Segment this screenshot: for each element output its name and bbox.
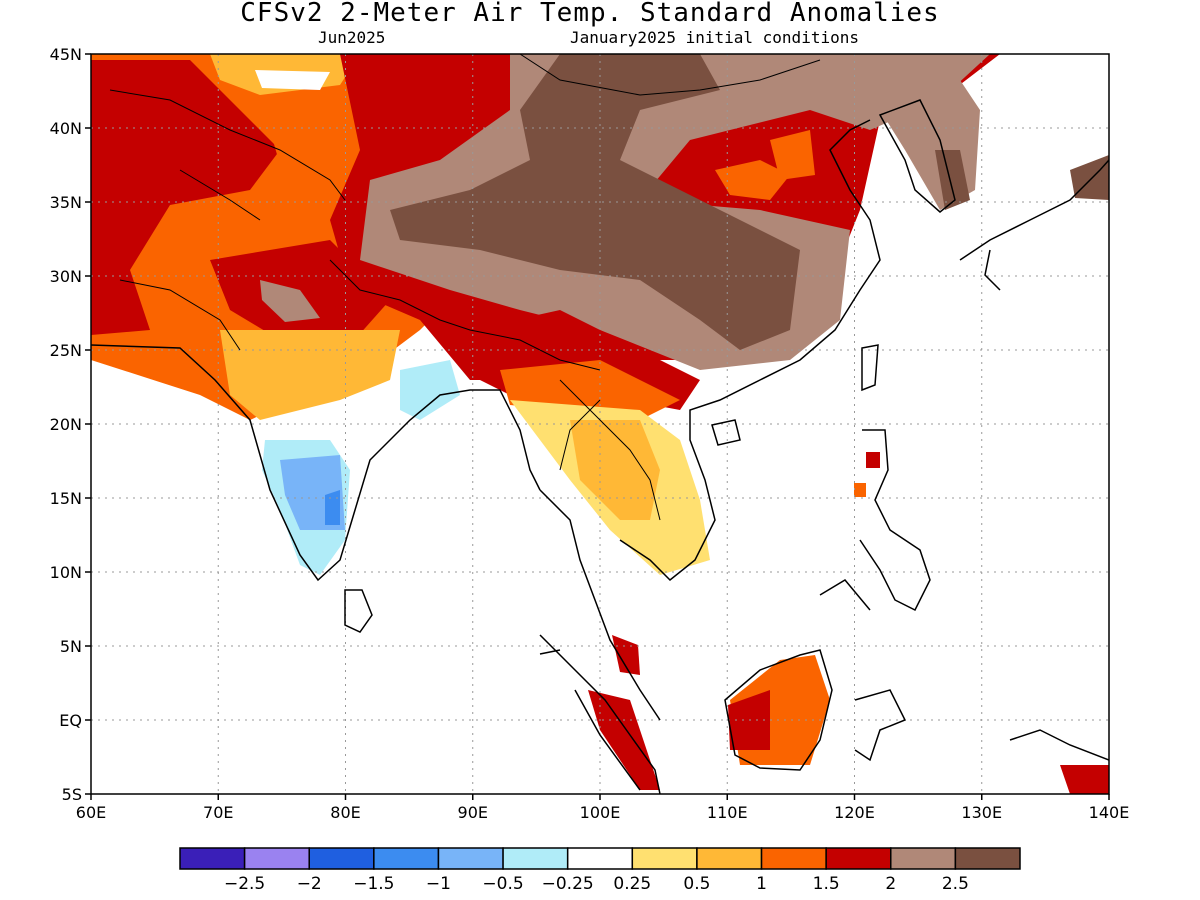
- colorbar-swatch: [760, 847, 827, 870]
- x-axis: 60E 70E 80E 90E 100E 110E 120E 130E 140E: [76, 794, 1130, 822]
- border-mongolia: [519, 54, 821, 96]
- chart-title: CFSv2 2-Meter Air Temp. Standard Anomali…: [240, 0, 940, 28]
- colorbar-label: −0.25: [542, 874, 594, 894]
- colorbar-label: 0.25: [613, 874, 651, 894]
- colorbar-swatch: [373, 847, 440, 870]
- y-tick-label: 5N: [60, 637, 82, 656]
- colorbar-label: −2: [297, 874, 322, 894]
- anomaly-region-mauve-pakistan: [260, 280, 320, 322]
- anomaly-region-white-kazakh: [255, 70, 330, 90]
- anomaly-region-orange-beijing: [770, 130, 815, 180]
- colorbar-label: 2.5: [942, 874, 969, 894]
- anomaly-region-lightorange-laos: [570, 420, 660, 520]
- anomaly-region-orange-shandong: [715, 160, 790, 200]
- anomaly-region-cyan-bengal: [400, 360, 460, 420]
- colorbar-label: −0.5: [482, 874, 523, 894]
- x-tick-label: 120E: [834, 803, 875, 822]
- graticule: [91, 54, 1109, 794]
- colorbar-swatch: [243, 847, 310, 870]
- y-tick-label: EQ: [59, 711, 82, 730]
- colorbar: −2.5 −2 −1.5 −1 −0.5 −0.25 0.25 0.5 1 1.5 2 2.5: [179, 847, 1021, 894]
- colorbar-label: −1: [426, 874, 451, 894]
- y-tick-label: 45N: [50, 45, 82, 64]
- initial-conditions: January2025 initial conditions: [570, 28, 859, 47]
- x-tick-label: 110E: [707, 803, 748, 822]
- coastline-hainan: [711, 419, 741, 446]
- valid-month: Jun2025: [318, 28, 386, 47]
- coastline-philippines: [819, 429, 931, 612]
- coastline-india: [91, 344, 541, 582]
- colorbar-swatch: [696, 847, 763, 870]
- border-central-asia: [109, 89, 346, 351]
- anomaly-region-lightorange-india: [220, 330, 400, 420]
- coastline-sumatra: [539, 634, 661, 794]
- x-tick-label: 100E: [580, 803, 621, 822]
- colorbar-swatch: [308, 847, 375, 870]
- colorbar-swatch: [890, 847, 957, 870]
- coastline-korea: [878, 99, 956, 213]
- anomaly-region-red-luzon: [866, 452, 880, 468]
- colorbar-label: 1: [756, 874, 767, 894]
- coastline-srilanka: [344, 589, 373, 633]
- coastline-indochina: [539, 119, 881, 721]
- anomaly-region-darkblue-deccan: [325, 490, 340, 525]
- anomaly-region-red-newguinea: [1060, 765, 1109, 794]
- y-tick-label: 35N: [50, 193, 82, 212]
- anomaly-region-orange-luzon: [854, 483, 866, 497]
- colorbar-label: −2.5: [224, 874, 265, 894]
- y-tick-label: 25N: [50, 341, 82, 360]
- colorbar-swatch: [502, 847, 569, 870]
- x-tick-label: 130E: [961, 803, 1002, 822]
- colorbar-swatch: [954, 847, 1021, 870]
- anomaly-field: [91, 54, 1109, 794]
- colorbar-swatch: [179, 847, 246, 870]
- border-indochina: [559, 379, 661, 521]
- coastline-borneo: [724, 649, 833, 771]
- border-himalaya: [329, 259, 601, 371]
- coastline-newguinea: [1009, 729, 1109, 761]
- colorbar-label: −1.5: [353, 874, 394, 894]
- anomaly-region-brown-japan: [1070, 155, 1109, 200]
- x-tick-label: 80E: [330, 803, 360, 822]
- anomaly-region-red-malaya: [612, 635, 640, 675]
- y-tick-label: 20N: [50, 415, 82, 434]
- coastline-china-south: [539, 649, 561, 655]
- x-tick-label: 90E: [458, 803, 488, 822]
- anomaly-region-red-west: [91, 60, 280, 335]
- anomaly-region-red-sumatra: [588, 690, 660, 790]
- borders: [109, 54, 821, 521]
- colorbar-swatch: [825, 847, 892, 870]
- y-tick-label: 15N: [50, 489, 82, 508]
- coastline-sulawesi: [854, 689, 907, 762]
- coastline-japan: [959, 159, 1109, 291]
- y-tick-label: 40N: [50, 119, 82, 138]
- y-tick-label: 5S: [62, 785, 82, 804]
- coastline-taiwan: [861, 344, 879, 392]
- colorbar-label: 2: [885, 874, 896, 894]
- y-tick-label: 10N: [50, 563, 82, 582]
- x-tick-label: 140E: [1089, 803, 1130, 822]
- x-tick-label: 60E: [76, 803, 106, 822]
- coastlines: [91, 99, 1109, 794]
- anomaly-region-brown-korea: [935, 150, 970, 210]
- y-axis: 45N 40N 35N 30N 25N 20N 15N 10N 5N EQ 5S: [50, 45, 91, 804]
- y-tick-label: 30N: [50, 267, 82, 286]
- colorbar-swatch: [437, 847, 504, 870]
- colorbar-swatch: [566, 847, 634, 870]
- x-tick-label: 70E: [203, 803, 233, 822]
- colorbar-label: 1.5: [813, 874, 840, 894]
- colorbar-label: 0.5: [683, 874, 710, 894]
- colorbar-swatch: [631, 847, 698, 870]
